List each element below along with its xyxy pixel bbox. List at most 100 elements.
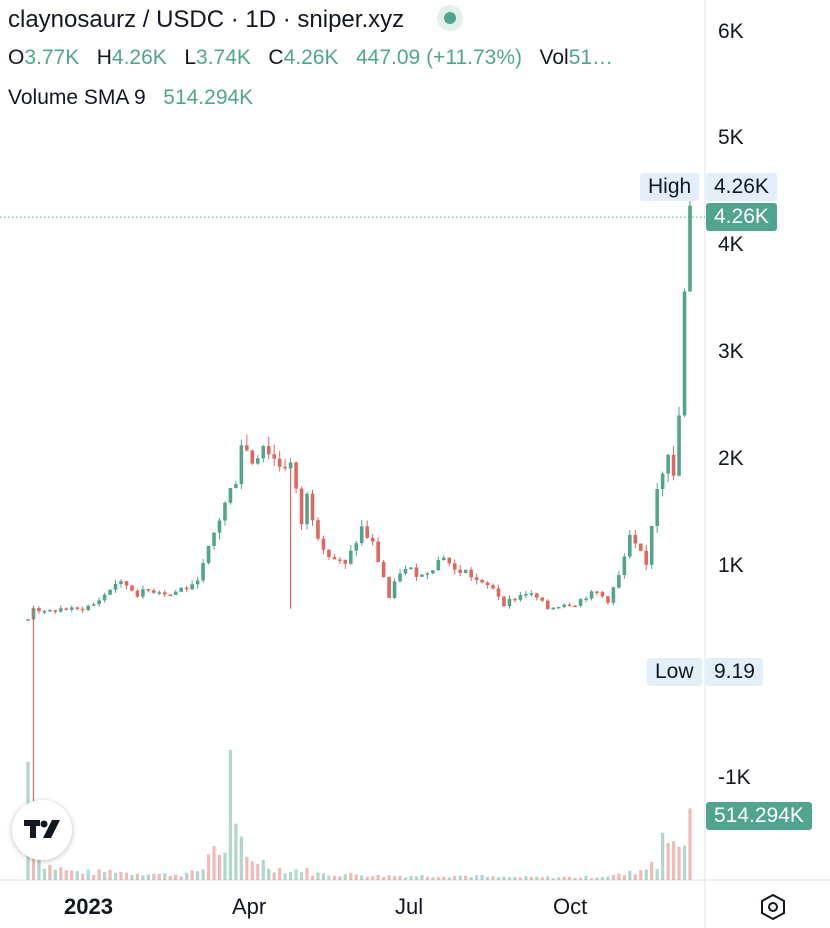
volume-bar [425, 876, 429, 880]
candle-body [321, 538, 326, 550]
candle-body [195, 580, 200, 585]
low-label-tag: Low [647, 658, 702, 686]
candle-body [447, 557, 452, 564]
volume-bar [321, 873, 326, 880]
volume-bar [529, 876, 533, 880]
candle-body [343, 559, 348, 564]
high-label-tag: High [640, 173, 700, 201]
volume-bar [365, 876, 369, 880]
volume-bar [174, 874, 178, 880]
price-tick-1k: 1K [718, 554, 744, 577]
volume-bar [245, 856, 249, 880]
volume-bar [485, 876, 490, 880]
volume-bar [135, 873, 140, 880]
price-tick-minus-1k: -1K [718, 766, 751, 789]
volume-bar [332, 875, 336, 880]
ohlc-close-value: 4.26K [283, 46, 339, 69]
volume-bar [152, 873, 156, 880]
candle-body [562, 604, 566, 608]
volume-bar [289, 871, 293, 880]
volume-bar [661, 832, 665, 880]
candle-body [556, 607, 561, 609]
volume-bar [606, 876, 610, 880]
candle-body [135, 590, 140, 597]
volume-last-tag: 514.294K [706, 802, 812, 830]
volume-bar [70, 870, 74, 880]
candle-body [212, 532, 216, 546]
candle-body [162, 592, 167, 595]
volume-bar [387, 875, 391, 880]
candle-body [578, 599, 583, 606]
candle-body [283, 466, 287, 469]
volume-bar [628, 870, 632, 880]
candle-body [299, 488, 304, 525]
candle-body [573, 605, 577, 608]
time-tick-oct: Oct [553, 894, 588, 919]
candle-body [671, 454, 676, 476]
candle-body [595, 591, 599, 593]
candle-body [86, 605, 90, 610]
candle-body [338, 559, 342, 561]
candle-body [354, 543, 359, 551]
volume-bar [392, 876, 397, 880]
volume-bar [535, 876, 539, 880]
volume-bar [371, 876, 375, 880]
settings-hexagon-icon[interactable] [758, 892, 788, 922]
volume-bar [589, 878, 594, 880]
volume-bar [639, 870, 643, 880]
ohlc-high-label: H [96, 46, 112, 69]
volume-bar [102, 872, 107, 880]
volume-bar [453, 876, 457, 880]
candle-body [261, 446, 266, 459]
volume-label: Vol [539, 46, 569, 69]
candle-body [442, 557, 446, 561]
volume-bar [278, 868, 282, 880]
candle-body [633, 534, 638, 544]
volume-bar [53, 869, 57, 880]
candle-body [26, 619, 30, 621]
legend-volume-sma-row[interactable]: Volume SMA 9 514.294K [8, 86, 253, 110]
candle-body [228, 488, 233, 503]
candle-body [420, 574, 424, 577]
volume-bar [655, 869, 659, 880]
volume-bar [617, 873, 621, 880]
candle-body [190, 584, 194, 590]
candle-body [409, 567, 413, 569]
volume-bar [97, 869, 101, 880]
candle-body [294, 462, 298, 489]
candle-body [628, 534, 632, 557]
candle-body [491, 585, 495, 589]
candle-body [305, 493, 309, 525]
volume-bar [261, 859, 265, 880]
candle-body [452, 563, 457, 570]
ohlc-low-label: L [184, 46, 197, 69]
volume-bar [146, 874, 150, 880]
volume-bar [228, 750, 233, 880]
volume-bar [130, 874, 134, 880]
volume-bar [671, 841, 676, 880]
candle-body [485, 582, 490, 586]
volume-bar [557, 877, 561, 880]
market-status-icon [436, 4, 463, 31]
volume-bar [81, 873, 85, 880]
candle-body [184, 587, 189, 590]
candle-body [655, 489, 659, 527]
volume-bar [217, 854, 222, 880]
ohlc-low-value: 3.74K [196, 46, 251, 69]
volume-bar [562, 876, 566, 880]
candle-body [545, 600, 550, 610]
time-tick-jul: Jul [395, 894, 424, 919]
volume-bar [185, 872, 189, 880]
candle-body [387, 577, 391, 598]
volume-bar [354, 874, 358, 880]
tradingview-logo-icon[interactable] [12, 800, 72, 860]
volume-bar [469, 877, 473, 880]
volume-bar [633, 874, 637, 880]
volume-bar [573, 877, 577, 880]
settings-hexagon-glyph [761, 893, 785, 921]
candle-body [201, 563, 205, 581]
candle-body [638, 543, 643, 551]
candle-body [327, 549, 331, 557]
volume-bar [124, 872, 129, 880]
